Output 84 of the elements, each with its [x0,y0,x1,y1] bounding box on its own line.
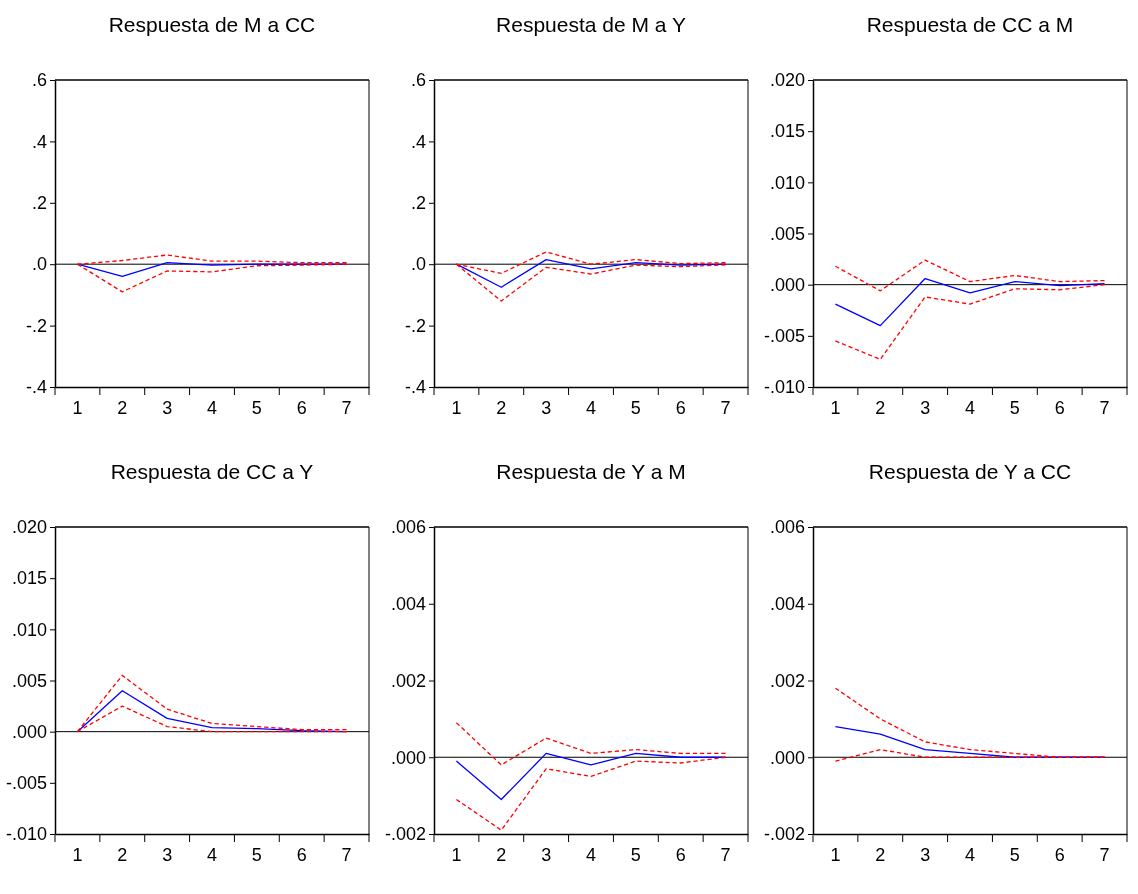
x-tick-label: 2 [117,397,128,418]
x-tick-label: 5 [1009,844,1020,865]
y-tick-label: .0 [31,254,47,275]
y-tick-label: .020 [11,517,47,538]
y-tick-label: -.010 [5,824,47,845]
x-tick-label: 2 [875,844,886,865]
x-tick-label: 1 [72,397,83,418]
x-tick-label: 3 [920,844,931,865]
x-tick-label: 7 [341,397,352,418]
x-tick-label: 2 [496,844,507,865]
y-tick-label: .000 [390,747,426,768]
x-tick-label: 6 [675,844,686,865]
x-tick-label: 7 [1099,397,1110,418]
chart-title: Respuesta de M a CC [108,13,316,36]
y-tick-label: .015 [769,121,805,142]
y-tick-label: .0 [410,254,426,275]
x-tick-label: 4 [206,844,218,865]
chart-title: Respuesta de CC a M [866,13,1074,36]
y-tick-label: -.002 [763,824,805,845]
y-tick-label: -.002 [384,824,426,845]
chart-title: Respuesta de CC a Y [110,460,314,483]
x-tick-label: 3 [541,397,552,418]
x-tick-label: 6 [1054,844,1065,865]
y-tick-label: .006 [390,517,426,538]
x-tick-label: 3 [162,397,173,418]
x-tick-label: 6 [1054,397,1065,418]
x-tick-label: 5 [251,397,262,418]
y-tick-label: .010 [769,172,805,193]
x-tick-label: 4 [964,397,976,418]
x-tick-label: 1 [451,844,462,865]
y-tick-label: .000 [11,721,47,742]
y-tick-label: .015 [11,568,47,589]
x-tick-label: 5 [630,397,641,418]
chart-title: Respuesta de Y a M [496,460,686,483]
y-tick-label: .000 [769,274,805,295]
y-tick-label: -.2 [25,315,47,336]
chart-title: Respuesta de M a Y [496,13,686,36]
x-tick-label: 4 [585,844,597,865]
y-tick-label: .2 [410,193,426,214]
y-tick-label: -.005 [5,773,47,794]
x-tick-label: 7 [341,844,352,865]
y-tick-label: .010 [11,619,47,640]
y-tick-label: -.4 [404,377,426,398]
y-tick-label: -.005 [763,326,805,347]
x-tick-label: 3 [162,844,173,865]
x-tick-label: 7 [1099,844,1110,865]
y-tick-label: .005 [769,223,805,244]
x-tick-label: 6 [296,844,307,865]
x-tick-label: 3 [541,844,552,865]
y-tick-label: .002 [769,670,805,691]
x-tick-label: 7 [720,844,731,865]
y-tick-label: -.010 [763,377,805,398]
x-tick-label: 5 [630,844,641,865]
x-tick-label: 4 [585,397,597,418]
x-tick-label: 2 [496,397,507,418]
y-tick-label: .005 [11,670,47,691]
x-tick-label: 6 [675,397,686,418]
y-tick-label: .000 [769,747,805,768]
x-tick-label: 3 [920,397,931,418]
x-tick-label: 2 [117,844,128,865]
x-tick-label: 7 [720,397,731,418]
x-tick-label: 2 [875,397,886,418]
x-tick-label: 1 [72,844,83,865]
x-tick-label: 4 [206,397,218,418]
x-tick-label: 1 [830,397,841,418]
y-tick-label: .004 [390,594,426,615]
y-tick-label: .004 [769,594,805,615]
y-tick-label: .2 [31,193,47,214]
y-tick-label: .6 [31,70,47,91]
y-tick-label: -.2 [404,315,426,336]
y-tick-label: .4 [31,131,47,152]
y-tick-label: .006 [769,517,805,538]
chart-title: Respuesta de Y a CC [868,460,1072,483]
x-tick-label: 5 [251,844,262,865]
y-tick-label: .002 [390,670,426,691]
y-tick-label: -.4 [25,377,47,398]
y-tick-label: .020 [769,70,805,91]
x-tick-label: 5 [1009,397,1020,418]
y-tick-label: .4 [410,131,426,152]
y-tick-label: .6 [410,70,426,91]
x-tick-label: 4 [964,844,976,865]
x-tick-label: 6 [296,397,307,418]
x-tick-label: 1 [830,844,841,865]
x-tick-label: 1 [451,397,462,418]
